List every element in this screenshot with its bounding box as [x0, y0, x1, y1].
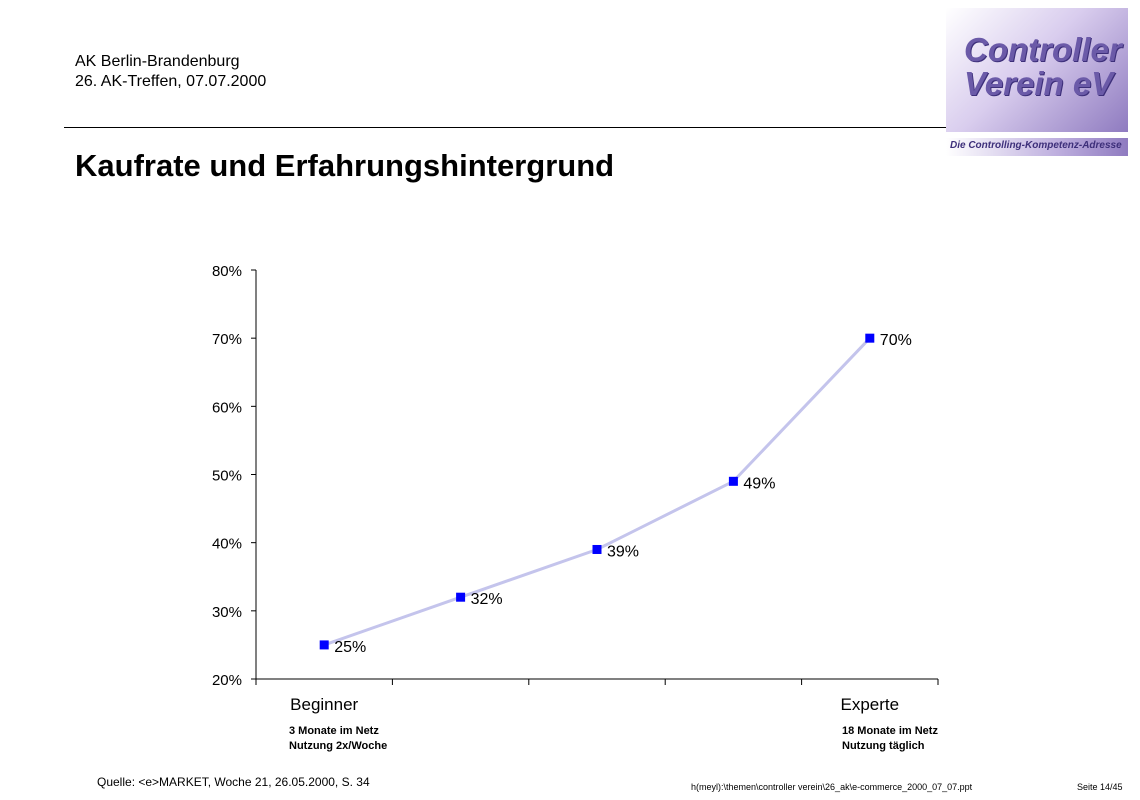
beginner-note: 3 Monate im Netz Nutzung 2x/Woche: [289, 724, 387, 754]
series-line: [323, 337, 871, 647]
data-label: 70%: [880, 332, 912, 349]
header-line-1: AK Berlin-Brandenburg: [75, 53, 240, 70]
expert-note: 18 Monate im Netz Nutzung täglich: [842, 724, 938, 754]
x-category-label: Beginner: [290, 695, 358, 714]
logo-text-line-2: Verein eV: [964, 65, 1114, 102]
x-category-label: Experte: [841, 695, 900, 714]
beginner-note-line-1: 3 Monate im Netz: [289, 725, 379, 737]
data-label: 49%: [743, 475, 775, 492]
y-tick-label: 50%: [212, 468, 242, 485]
logo-background: [946, 8, 1128, 132]
y-tick-label: 80%: [212, 263, 242, 280]
header-divider: [64, 127, 946, 128]
file-path: h(meyl):\themen\controller verein\26_ak\…: [691, 782, 973, 792]
y-tick-label: 40%: [212, 536, 242, 553]
expert-note-line-2: Nutzung täglich: [842, 740, 925, 752]
data-label: 32%: [471, 591, 503, 608]
expert-note-line-1: 18 Monate im Netz: [842, 725, 938, 737]
header-info: AK Berlin-Brandenburg 26. AK-Treffen, 07…: [75, 52, 266, 92]
page-number: Seite 14/45: [1077, 782, 1123, 792]
beginner-note-line-2: Nutzung 2x/Woche: [289, 740, 388, 752]
header-line-2: 26. AK-Treffen, 07.07.2000: [75, 73, 267, 90]
data-point: [728, 476, 738, 486]
data-point: [865, 333, 875, 343]
data-point: [592, 544, 602, 554]
data-label: 39%: [607, 543, 639, 560]
data-point: [319, 640, 329, 650]
data-label: 25%: [334, 639, 366, 656]
logo-tagline: Die Controlling-Kompetenz-Adresse: [950, 140, 1122, 151]
y-tick-label: 20%: [212, 672, 242, 689]
controller-verein-logo: Controller Verein eV Die Controlling-Kom…: [946, 8, 1128, 156]
logo-text-line-1: Controller: [964, 31, 1122, 68]
slide-title: Kaufrate und Erfahrungshintergrund: [75, 148, 615, 183]
y-tick-label: 60%: [212, 399, 242, 416]
y-tick-label: 30%: [212, 604, 242, 621]
y-tick-label: 70%: [212, 331, 242, 348]
source-note: Quelle: <e>MARKET, Woche 21, 26.05.2000,…: [97, 775, 370, 789]
logo-tagline-band: [946, 138, 1128, 156]
data-point: [456, 592, 466, 602]
